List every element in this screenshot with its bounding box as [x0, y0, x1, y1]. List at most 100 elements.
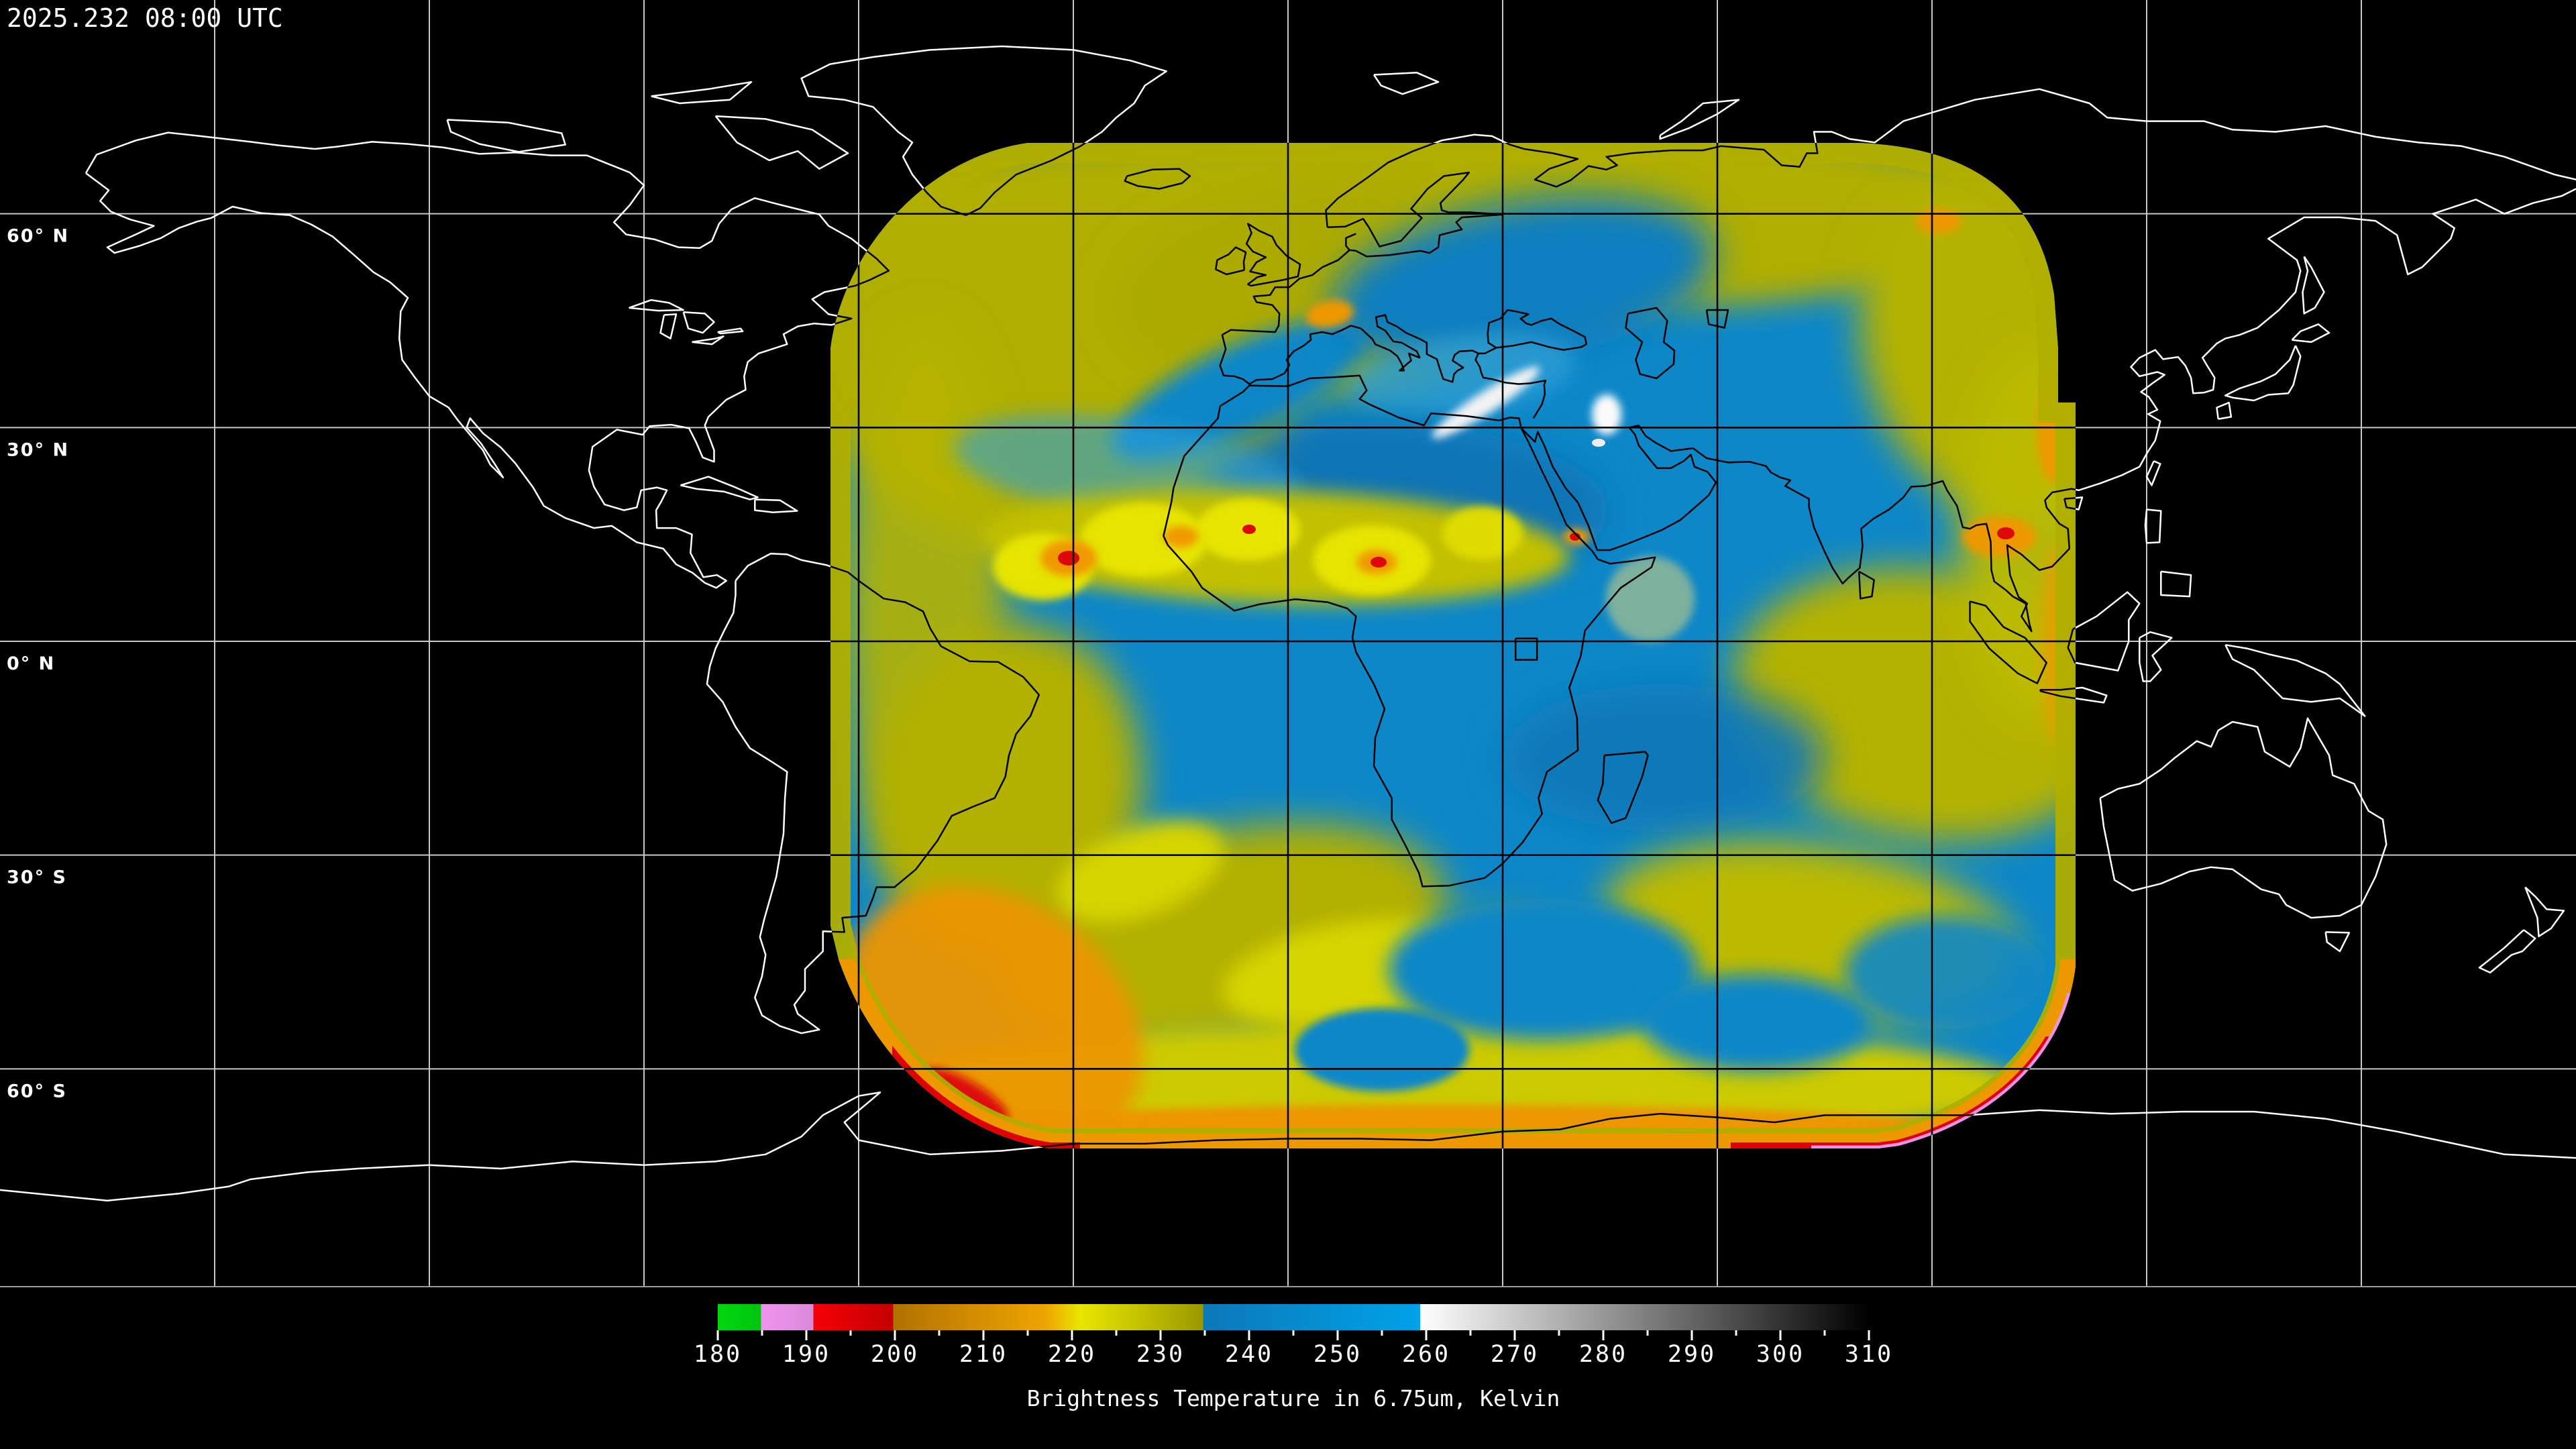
- colorbar-tick-label: 210: [959, 1341, 1008, 1368]
- coastline-path: [680, 476, 759, 500]
- wv-feature-blob: [1058, 551, 1079, 566]
- swath-limb-bands: [830, 143, 2076, 1148]
- coastline-path: [2139, 631, 2173, 682]
- coastline-path: [2224, 345, 2302, 402]
- coastline-path: [2302, 256, 2325, 315]
- coastline-path: [1858, 570, 1875, 600]
- coastline-path: [1969, 600, 2047, 684]
- latitude-label: 0° N: [7, 653, 55, 674]
- coastline-path: [1659, 99, 1740, 140]
- colorbar-caption: Brightness Temperature in 6.75um, Kelvin: [1027, 1385, 1560, 1411]
- coastline-path: [717, 327, 744, 335]
- colorbar-tick-label: 260: [1402, 1341, 1450, 1368]
- wv-feature-blob: [1959, 349, 2076, 724]
- coastline-path: [1474, 353, 1547, 419]
- wv-feature-blob: [1570, 533, 1580, 541]
- latitude-label: 60° S: [7, 1081, 67, 1102]
- wv-feature-blob: [1442, 506, 1523, 560]
- latitude-label: 60° N: [7, 226, 69, 247]
- wv-feature-blob: [1916, 209, 1962, 233]
- coastline-path: [446, 119, 566, 153]
- coastline-path: [1478, 309, 1588, 355]
- coastline-path: [714, 115, 849, 170]
- colorbar-tick-label: 240: [1225, 1341, 1273, 1368]
- wv-feature-blob: [1644, 975, 1872, 1071]
- coastline-path: [85, 131, 890, 589]
- coastline-path: [1514, 637, 1538, 661]
- wv-feature-blob: [1295, 1008, 1469, 1091]
- latitude-labels: 60° N 30° N 0° N 30° S 60° S: [7, 226, 69, 1102]
- coastline-path: [1625, 307, 1676, 380]
- wv-feature-blob: [1606, 556, 1695, 642]
- wv-feature-blob: [1242, 525, 1256, 534]
- colorbar-tick-label: 250: [1313, 1341, 1362, 1368]
- colorbar-tick-label: 230: [1136, 1341, 1185, 1368]
- colorbar-tick-label: 310: [1845, 1341, 1893, 1368]
- coastline-path: [692, 335, 724, 345]
- coastline-path: [2099, 717, 2387, 919]
- coastline-path: [1124, 168, 1191, 190]
- coastline-path: [2291, 323, 2330, 343]
- coastline-path: [1350, 314, 1479, 383]
- wv-feature-blob: [1432, 366, 1540, 439]
- coastline-path: [2216, 401, 2233, 420]
- wv-feature-blob: [1305, 300, 1354, 328]
- colorbar-tick-label: 200: [871, 1341, 919, 1368]
- wv-feature-blob: [1057, 821, 1224, 923]
- wv-feature-blob: [1389, 899, 1697, 1040]
- coastline-path: [2063, 496, 2076, 511]
- colorbar-tick-label: 180: [694, 1341, 742, 1368]
- wv-feature-blob: [1592, 394, 1621, 435]
- wv-feature-blob: [1997, 527, 2015, 539]
- wv-feature-blob: [1845, 916, 2046, 1030]
- coastline-path: [754, 498, 798, 513]
- wv-feature-blob: [1371, 557, 1387, 568]
- coastline-path: [1163, 374, 1656, 888]
- coastline-path: [2144, 508, 2162, 544]
- coastline-path: [651, 80, 753, 105]
- colorbar-tick-labels: 180 190 200 210 220 230 240 250 260 270 280 290 300 3…: [694, 1341, 1893, 1368]
- coastline-path: [2160, 570, 2192, 598]
- wv-feature-blob: [1080, 503, 1208, 577]
- coastline-path: [1520, 427, 1717, 551]
- coastline-path: [659, 313, 678, 339]
- colorbar: 180 190 200 210 220 230 240 250 260 270 280 290 300 3…: [694, 1304, 1893, 1411]
- coastline-path: [1629, 188, 2076, 633]
- timestamp-label: 2025.232 08:00 UTC: [7, 3, 283, 33]
- coastline-path: [1327, 171, 1504, 258]
- coastline-path: [1705, 309, 1729, 329]
- coastline-path: [2067, 591, 2076, 672]
- wv-feature-blob: [1163, 526, 1198, 547]
- latitude-label: 30° S: [7, 867, 67, 888]
- wv-feature-blob: [1503, 684, 1825, 832]
- latitude-label: 30° N: [7, 439, 69, 460]
- wv-feature-blob: [1592, 439, 1605, 447]
- coastline-path: [1373, 72, 1440, 95]
- coastline-path: [2145, 460, 2161, 486]
- wv-feature-blob: [1349, 333, 1576, 419]
- coastline-path: [1597, 751, 1649, 824]
- coastline-path: [682, 311, 715, 334]
- colorbar-tick-label: 270: [1491, 1341, 1539, 1368]
- coastline-path: [2324, 931, 2351, 953]
- coastline-path: [2224, 644, 2366, 717]
- colorbar-tick-label: 190: [782, 1341, 830, 1368]
- colorbar-ticks: [716, 1330, 1870, 1340]
- wv-feature-blob: [1330, 195, 1715, 368]
- coastline-path: [1219, 249, 1352, 385]
- wv-feature-blob: [1112, 317, 1371, 461]
- satellite-data-swath: [0, 0, 2576, 1287]
- coastline-path: [1245, 223, 1301, 287]
- coastline-path: [2478, 929, 2536, 974]
- graticule-lines-inside-swath: [0, 0, 2576, 1287]
- colorbar-tick-label: 220: [1048, 1341, 1096, 1368]
- coastline-path: [2524, 886, 2565, 938]
- colorbar-gradient-bar: [718, 1304, 1869, 1330]
- colorbar-tick-label: 280: [1579, 1341, 1627, 1368]
- coastline-path: [1215, 246, 1247, 276]
- colorbar-tick-label: 290: [1668, 1341, 1716, 1368]
- coastline-path: [629, 299, 684, 312]
- colorbar-tick-label: 300: [1756, 1341, 1805, 1368]
